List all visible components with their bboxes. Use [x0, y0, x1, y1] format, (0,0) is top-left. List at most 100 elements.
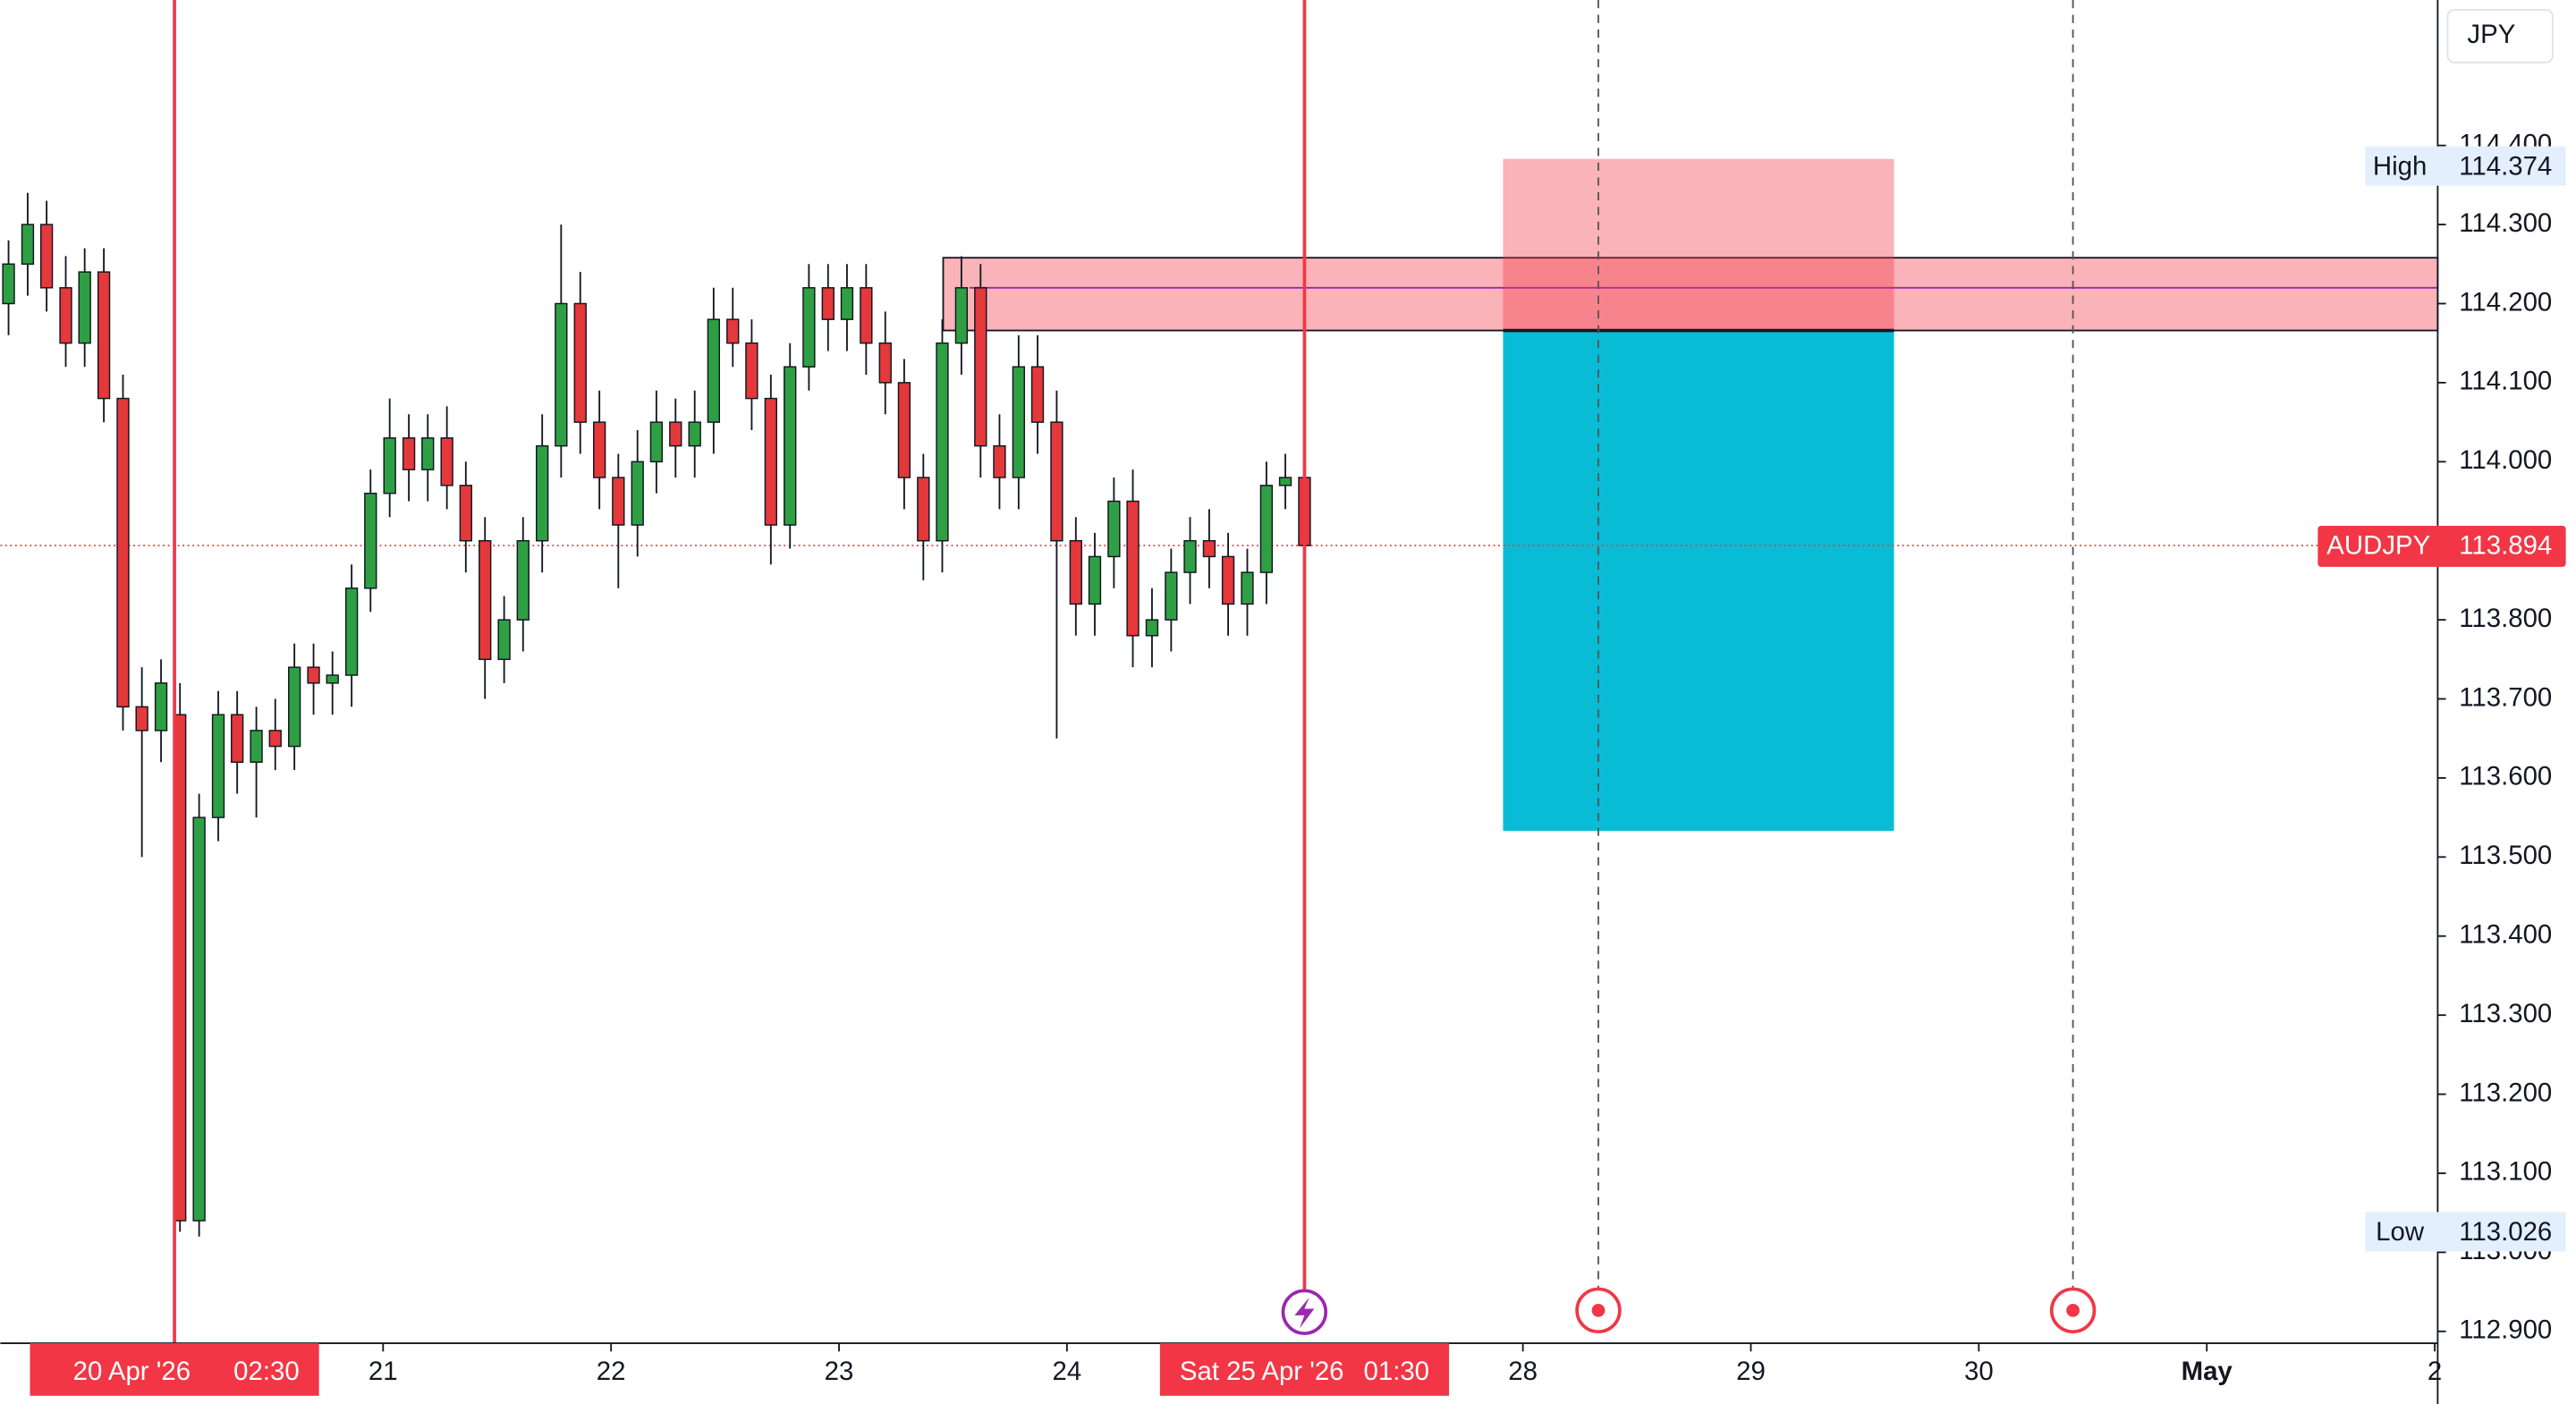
- high_marker-value: 114.374: [2459, 151, 2552, 181]
- currency-box[interactable]: [2446, 9, 2554, 63]
- supply-zone[interactable]: [942, 257, 2439, 332]
- candle-body: [1145, 619, 1159, 637]
- candle-body: [440, 437, 453, 486]
- candle-body: [726, 318, 740, 344]
- candle-body: [39, 224, 54, 289]
- x-tick-label: 30: [1964, 1357, 1994, 1386]
- candle-body: [631, 461, 644, 526]
- lightning-bolt: [1294, 1297, 1315, 1329]
- high_marker-name: High: [2373, 151, 2427, 181]
- y-tick-label: 114.200: [2459, 287, 2552, 317]
- x-tick-label: 23: [825, 1357, 854, 1386]
- lightning-icon[interactable]: [1281, 1289, 1328, 1335]
- candle-body: [1202, 539, 1216, 558]
- candle-body: [307, 666, 320, 684]
- candle-body: [860, 287, 873, 344]
- y-tick-label: 113.200: [2459, 1078, 2552, 1107]
- y-tick-label: 113.100: [2459, 1157, 2552, 1187]
- candle-body: [1259, 485, 1274, 573]
- candle-body: [231, 714, 244, 763]
- candle-body: [268, 730, 282, 748]
- time-label-time: 01:30: [1364, 1357, 1430, 1386]
- y-tick-label: 113.800: [2459, 604, 2552, 633]
- y-tick-label: 114.100: [2459, 367, 2552, 396]
- low_marker-box: [2365, 1212, 2566, 1252]
- x-tick-label: 29: [1736, 1357, 1766, 1386]
- candle-body: [497, 619, 511, 661]
- candle-body: [764, 397, 777, 526]
- candle-body: [1221, 555, 1235, 605]
- y-tick-label: 113.300: [2459, 999, 2552, 1028]
- candle-body: [707, 318, 721, 423]
- candle-body: [1107, 500, 1121, 558]
- event-dot: [1591, 1303, 1606, 1317]
- x-tick-label: May: [2182, 1357, 2233, 1386]
- candle-body: [1050, 421, 1063, 542]
- time-label-box: [30, 1343, 319, 1396]
- candle-body: [192, 816, 206, 1222]
- event-dot: [2066, 1303, 2080, 1317]
- background-layer: [0, 0, 2439, 1290]
- candle-body: [897, 382, 911, 478]
- candle-body: [1183, 539, 1197, 573]
- candle-body: [784, 366, 797, 526]
- candle-body: [326, 674, 339, 684]
- y-tick-label: 114.300: [2459, 208, 2552, 238]
- candle-body: [936, 342, 949, 542]
- candle-body: [1241, 571, 1254, 605]
- time-label-date: Sat 25 Apr '26: [1180, 1357, 1344, 1386]
- candle-body: [97, 271, 111, 400]
- candle-body: [669, 421, 682, 447]
- candle-body: [840, 287, 854, 320]
- candle-body: [344, 588, 359, 676]
- candle-body: [21, 224, 35, 266]
- candle-body: [2, 263, 15, 305]
- candle-body: [1126, 500, 1140, 637]
- x-tick-label: 24: [1053, 1357, 1082, 1386]
- position-target[interactable]: [1503, 330, 1894, 832]
- currency-label[interactable]: JPY: [2467, 20, 2515, 49]
- y-tick-label: 113.600: [2459, 762, 2552, 791]
- candle-body: [421, 437, 435, 470]
- candle-body: [745, 342, 758, 400]
- y-tick-label: 113.700: [2459, 682, 2552, 712]
- last-price-label: 113.894: [2459, 531, 2552, 561]
- candle-body: [555, 302, 568, 447]
- high_marker-box: [2365, 146, 2566, 186]
- candle-body: [1069, 539, 1082, 605]
- candle-body: [516, 539, 530, 621]
- x-tick-label: 28: [1508, 1357, 1538, 1386]
- candle-body: [688, 421, 701, 447]
- time-label-date: 20 Apr '26: [73, 1357, 191, 1386]
- candle-body: [383, 437, 396, 495]
- symbol-price-box: [2318, 525, 2566, 567]
- y-tick-label: 112.900: [2459, 1315, 2552, 1345]
- candle-body: [993, 444, 1006, 478]
- candle-body: [364, 492, 377, 589]
- candle-body: [1030, 366, 1045, 423]
- candle-body: [974, 287, 987, 447]
- position-stop[interactable]: [1503, 158, 1894, 331]
- y-tick-label: 113.400: [2459, 920, 2552, 950]
- candle-body: [59, 287, 72, 344]
- candle-body: [154, 682, 168, 732]
- candle-body: [402, 437, 416, 470]
- candle-body: [1278, 477, 1292, 486]
- candle-body: [250, 730, 263, 763]
- time-label-box: [1159, 1343, 1450, 1396]
- candle-body: [536, 444, 549, 542]
- candle-body: [78, 271, 91, 344]
- candle-body: [612, 477, 625, 526]
- symbol-label: AUDJPY: [2326, 531, 2430, 561]
- low_marker-value: 113.026: [2459, 1217, 2552, 1247]
- candle-body: [573, 302, 587, 423]
- candle-body: [1165, 571, 1178, 621]
- candle-body: [954, 287, 969, 344]
- main-layer: [2, 0, 2097, 1344]
- candle-body: [1088, 555, 1102, 605]
- time-label-time: 02:30: [233, 1357, 300, 1386]
- candle-body: [821, 287, 835, 320]
- candle-body: [592, 421, 606, 478]
